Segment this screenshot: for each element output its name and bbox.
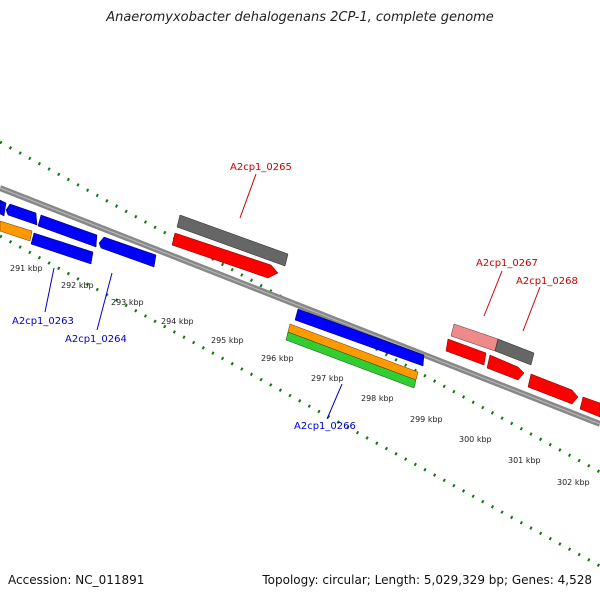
kbp-label: 300 kbp (459, 435, 492, 444)
callout-lines (44, 173, 541, 420)
backbone-highlight (0, 187, 600, 425)
callout-0267 (483, 270, 503, 317)
kbp-label: 299 kbp (410, 415, 443, 424)
callout-0264 (96, 272, 113, 331)
kbp-label: 294 kbp (161, 317, 194, 326)
kbp-label: 302 kbp (557, 478, 590, 487)
topology-summary: Topology: circular; Length: 5,029,329 bp… (262, 573, 592, 587)
kbp-label: 298 kbp (361, 394, 394, 403)
gene-arrow-0265-gray[interactable] (176, 214, 289, 267)
callout-0263 (44, 267, 55, 313)
gene-arrow[interactable] (527, 373, 579, 405)
map-title: Anaeromyxobacter dehalogenans 2CP-1, com… (106, 10, 494, 25)
accession-text: Accession: NC_011891 (8, 573, 145, 587)
gene-arrow[interactable] (30, 232, 94, 265)
gene-label-0265[interactable]: A2cp1_0265 (230, 162, 292, 173)
gene-features (0, 199, 600, 418)
gene-arrow-0268[interactable] (486, 354, 525, 381)
inner-dot-line (0, 234, 600, 568)
gene-label-0264[interactable]: A2cp1_0264 (65, 334, 127, 345)
gene-arrow-0264[interactable] (98, 236, 157, 268)
gene-arrow[interactable] (445, 338, 487, 366)
callout-0268 (522, 286, 541, 332)
inner-tick-track (0, 234, 600, 568)
gene-label-0267[interactable]: A2cp1_0267 (476, 258, 538, 269)
gene-arrow-0263[interactable] (37, 214, 98, 248)
gene-label-0266[interactable]: A2cp1_0266 (294, 421, 356, 432)
kbp-label: 292 kbp (61, 281, 94, 290)
kbp-label: 297 kbp (311, 374, 344, 383)
gene-arrow-gray[interactable] (494, 338, 535, 366)
kbp-label: 291 kbp (10, 264, 43, 273)
gene-arrow[interactable] (5, 203, 38, 226)
gene-arrow[interactable] (0, 199, 7, 217)
gene-labels: A2cp1_0263 A2cp1_0264 A2cp1_0265 A2cp1_0… (12, 162, 578, 432)
genome-backbone (0, 185, 600, 427)
gene-label-0268[interactable]: A2cp1_0268 (516, 276, 578, 287)
callout-0265 (239, 173, 257, 219)
kbp-scale-labels: 291 kbp 292 kbp 293 kbp 294 kbp 295 kbp … (10, 264, 590, 487)
kbp-label: 296 kbp (261, 354, 294, 363)
kbp-label: 301 kbp (508, 456, 541, 465)
gene-arrow-0266[interactable] (285, 331, 417, 389)
gene-label-0263[interactable]: A2cp1_0263 (12, 316, 74, 327)
gene-arrow-orange[interactable] (0, 220, 33, 242)
callout-0266 (326, 383, 343, 420)
kbp-label: 293 kbp (111, 298, 144, 307)
kbp-label: 295 kbp (211, 336, 244, 345)
gene-arrow[interactable] (579, 396, 600, 418)
gene-arrow-0265[interactable] (171, 232, 279, 279)
gene-arrow-blue-long[interactable] (294, 308, 425, 367)
